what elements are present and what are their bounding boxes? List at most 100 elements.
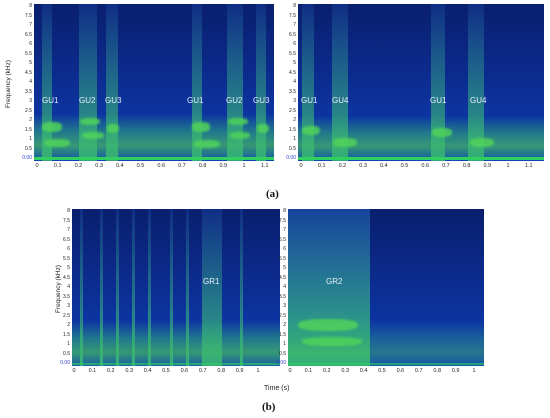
x-tick-label: 0.7 xyxy=(442,163,450,169)
vocalization-stripe xyxy=(202,209,222,366)
y-tick-label: 8 xyxy=(29,3,32,9)
caption-a: (a) xyxy=(266,188,279,200)
energy-blob xyxy=(192,122,210,132)
x-tick-label: 0.8 xyxy=(462,163,471,169)
x-tick-label: 1 xyxy=(242,163,246,169)
y-tick-label: 4.5 xyxy=(63,274,70,281)
x-tick-label: 0.9 xyxy=(235,368,244,374)
x-tick-label: 0.7 xyxy=(414,368,423,374)
call-label: GU3 xyxy=(253,96,270,105)
vocalization-stripe xyxy=(132,209,135,366)
caption-b: (b) xyxy=(262,401,276,413)
y-tick-label: 3.5 xyxy=(25,88,32,95)
x-tick-label: 0.4 xyxy=(359,368,368,374)
y-tick-label: 1.5 xyxy=(279,331,286,338)
x-tick-label: 0.5 xyxy=(136,163,145,169)
x-tick-label: 0.5 xyxy=(162,368,170,374)
spectrogram-b-right: GR2 xyxy=(288,209,484,366)
energy-blob xyxy=(302,126,320,135)
x-tick-label: 0.7 xyxy=(178,163,186,169)
y-tick-label: 6 xyxy=(29,41,32,47)
x-tick-label: 0.5 xyxy=(400,163,409,169)
y-tick-label: 1 xyxy=(67,341,70,347)
call-label: GU3 xyxy=(105,96,122,105)
energy-blob xyxy=(302,337,362,346)
y-tick-label: 1 xyxy=(29,136,32,142)
y-tick-label: 5 xyxy=(293,60,296,66)
energy-blob xyxy=(44,139,70,147)
call-label: GU2 xyxy=(79,96,96,105)
y-tick-label: 2 xyxy=(29,117,32,123)
call-label: GU4 xyxy=(332,96,349,105)
vocalization-stripe xyxy=(431,4,445,161)
y-tick-label: 7 xyxy=(67,227,70,233)
y-axis-title-a: Frequency (kHz) xyxy=(5,59,12,108)
x-tick-label: 0.3 xyxy=(95,163,103,169)
x-tick-label: 0 xyxy=(72,368,76,374)
y-tick-label: 5.5 xyxy=(289,50,296,57)
call-label: GR1 xyxy=(203,277,220,286)
vocalization-stripe xyxy=(170,209,173,366)
y-tick-label: 7 xyxy=(293,22,296,28)
y-tick-label: 7 xyxy=(283,227,286,233)
y-tick-label: 3 xyxy=(29,98,32,104)
baseline xyxy=(34,157,274,160)
x-axis-title-b: Time (s) xyxy=(264,385,290,392)
vocalization-stripe xyxy=(106,4,118,161)
low-frequency-band xyxy=(72,321,280,366)
y-tick-label: 7.5 xyxy=(279,217,286,224)
x-tick-label: 0.1 xyxy=(317,163,326,169)
x-tick-label: 0.6 xyxy=(180,368,189,374)
x-tick-label: 0.4 xyxy=(379,163,388,169)
y-tick-label: 3.5 xyxy=(63,293,70,300)
call-label: GU2 xyxy=(226,96,243,105)
spectrogram-a-right: GU1 GU4 GU1 GU4 xyxy=(298,4,544,161)
call-label: GR2 xyxy=(326,277,343,286)
x-tick-label: 0.2 xyxy=(74,163,83,169)
call-label: GU1 xyxy=(42,96,59,105)
x-tick-label: 0.9 xyxy=(219,163,228,169)
y-tick-label: 0.00 xyxy=(22,155,32,161)
y-tick-label: 0.5 xyxy=(279,350,286,357)
x-tick-label: 0.3 xyxy=(359,163,367,169)
x-tick-label: 0.8 xyxy=(198,163,207,169)
y-tick-label: 0.00 xyxy=(286,155,296,161)
x-tick-label: 1.1 xyxy=(260,163,269,169)
x-tick-label: 1 xyxy=(472,368,476,374)
energy-blob xyxy=(82,132,104,139)
y-tick-label: 6.5 xyxy=(289,31,296,38)
call-label: GU4 xyxy=(470,96,487,105)
x-tick-label: 0.9 xyxy=(483,163,492,169)
x-tick-label: 0.8 xyxy=(433,368,442,374)
vocalization-stripe xyxy=(302,4,314,161)
vocalization-stripe xyxy=(240,209,243,366)
energy-blob xyxy=(107,124,119,133)
baseline xyxy=(298,157,544,160)
y-tick-label: 5 xyxy=(283,265,286,271)
x-tick-label: 0.8 xyxy=(217,368,226,374)
x-tick-label: 0 xyxy=(35,163,39,169)
x-tick-label: 0.1 xyxy=(304,368,313,374)
y-tick-label: 6 xyxy=(293,41,296,47)
y-tick-label: 0.5 xyxy=(289,145,296,152)
x-tick-label: 0.9 xyxy=(451,368,460,374)
y-tick-label: 6.5 xyxy=(63,236,70,243)
y-tick-label: 6.5 xyxy=(25,31,32,38)
energy-blob xyxy=(42,122,62,132)
spectrogram-a-left: GU1 GU2 GU3 GU1 GU2 GU3 xyxy=(34,4,274,161)
y-tick-label: 4 xyxy=(67,284,70,290)
energy-blob xyxy=(257,124,269,133)
call-label: GU1 xyxy=(187,96,204,105)
y-tick-label: 2 xyxy=(283,322,286,328)
energy-blob xyxy=(333,138,357,147)
y-tick-label: 2.5 xyxy=(25,107,32,114)
x-tick-label: 0.2 xyxy=(106,368,115,374)
y-tick-label: 0.5 xyxy=(63,350,70,357)
y-tick-label: 0.00 xyxy=(276,360,286,366)
vocalization-stripe xyxy=(100,209,103,366)
x-tick-label: 0.5 xyxy=(378,368,386,374)
y-tick-label: 1 xyxy=(293,136,296,142)
x-tick-label: 0.3 xyxy=(341,368,350,374)
x-tick-label: 0 xyxy=(288,368,292,374)
energy-blob xyxy=(80,118,100,125)
